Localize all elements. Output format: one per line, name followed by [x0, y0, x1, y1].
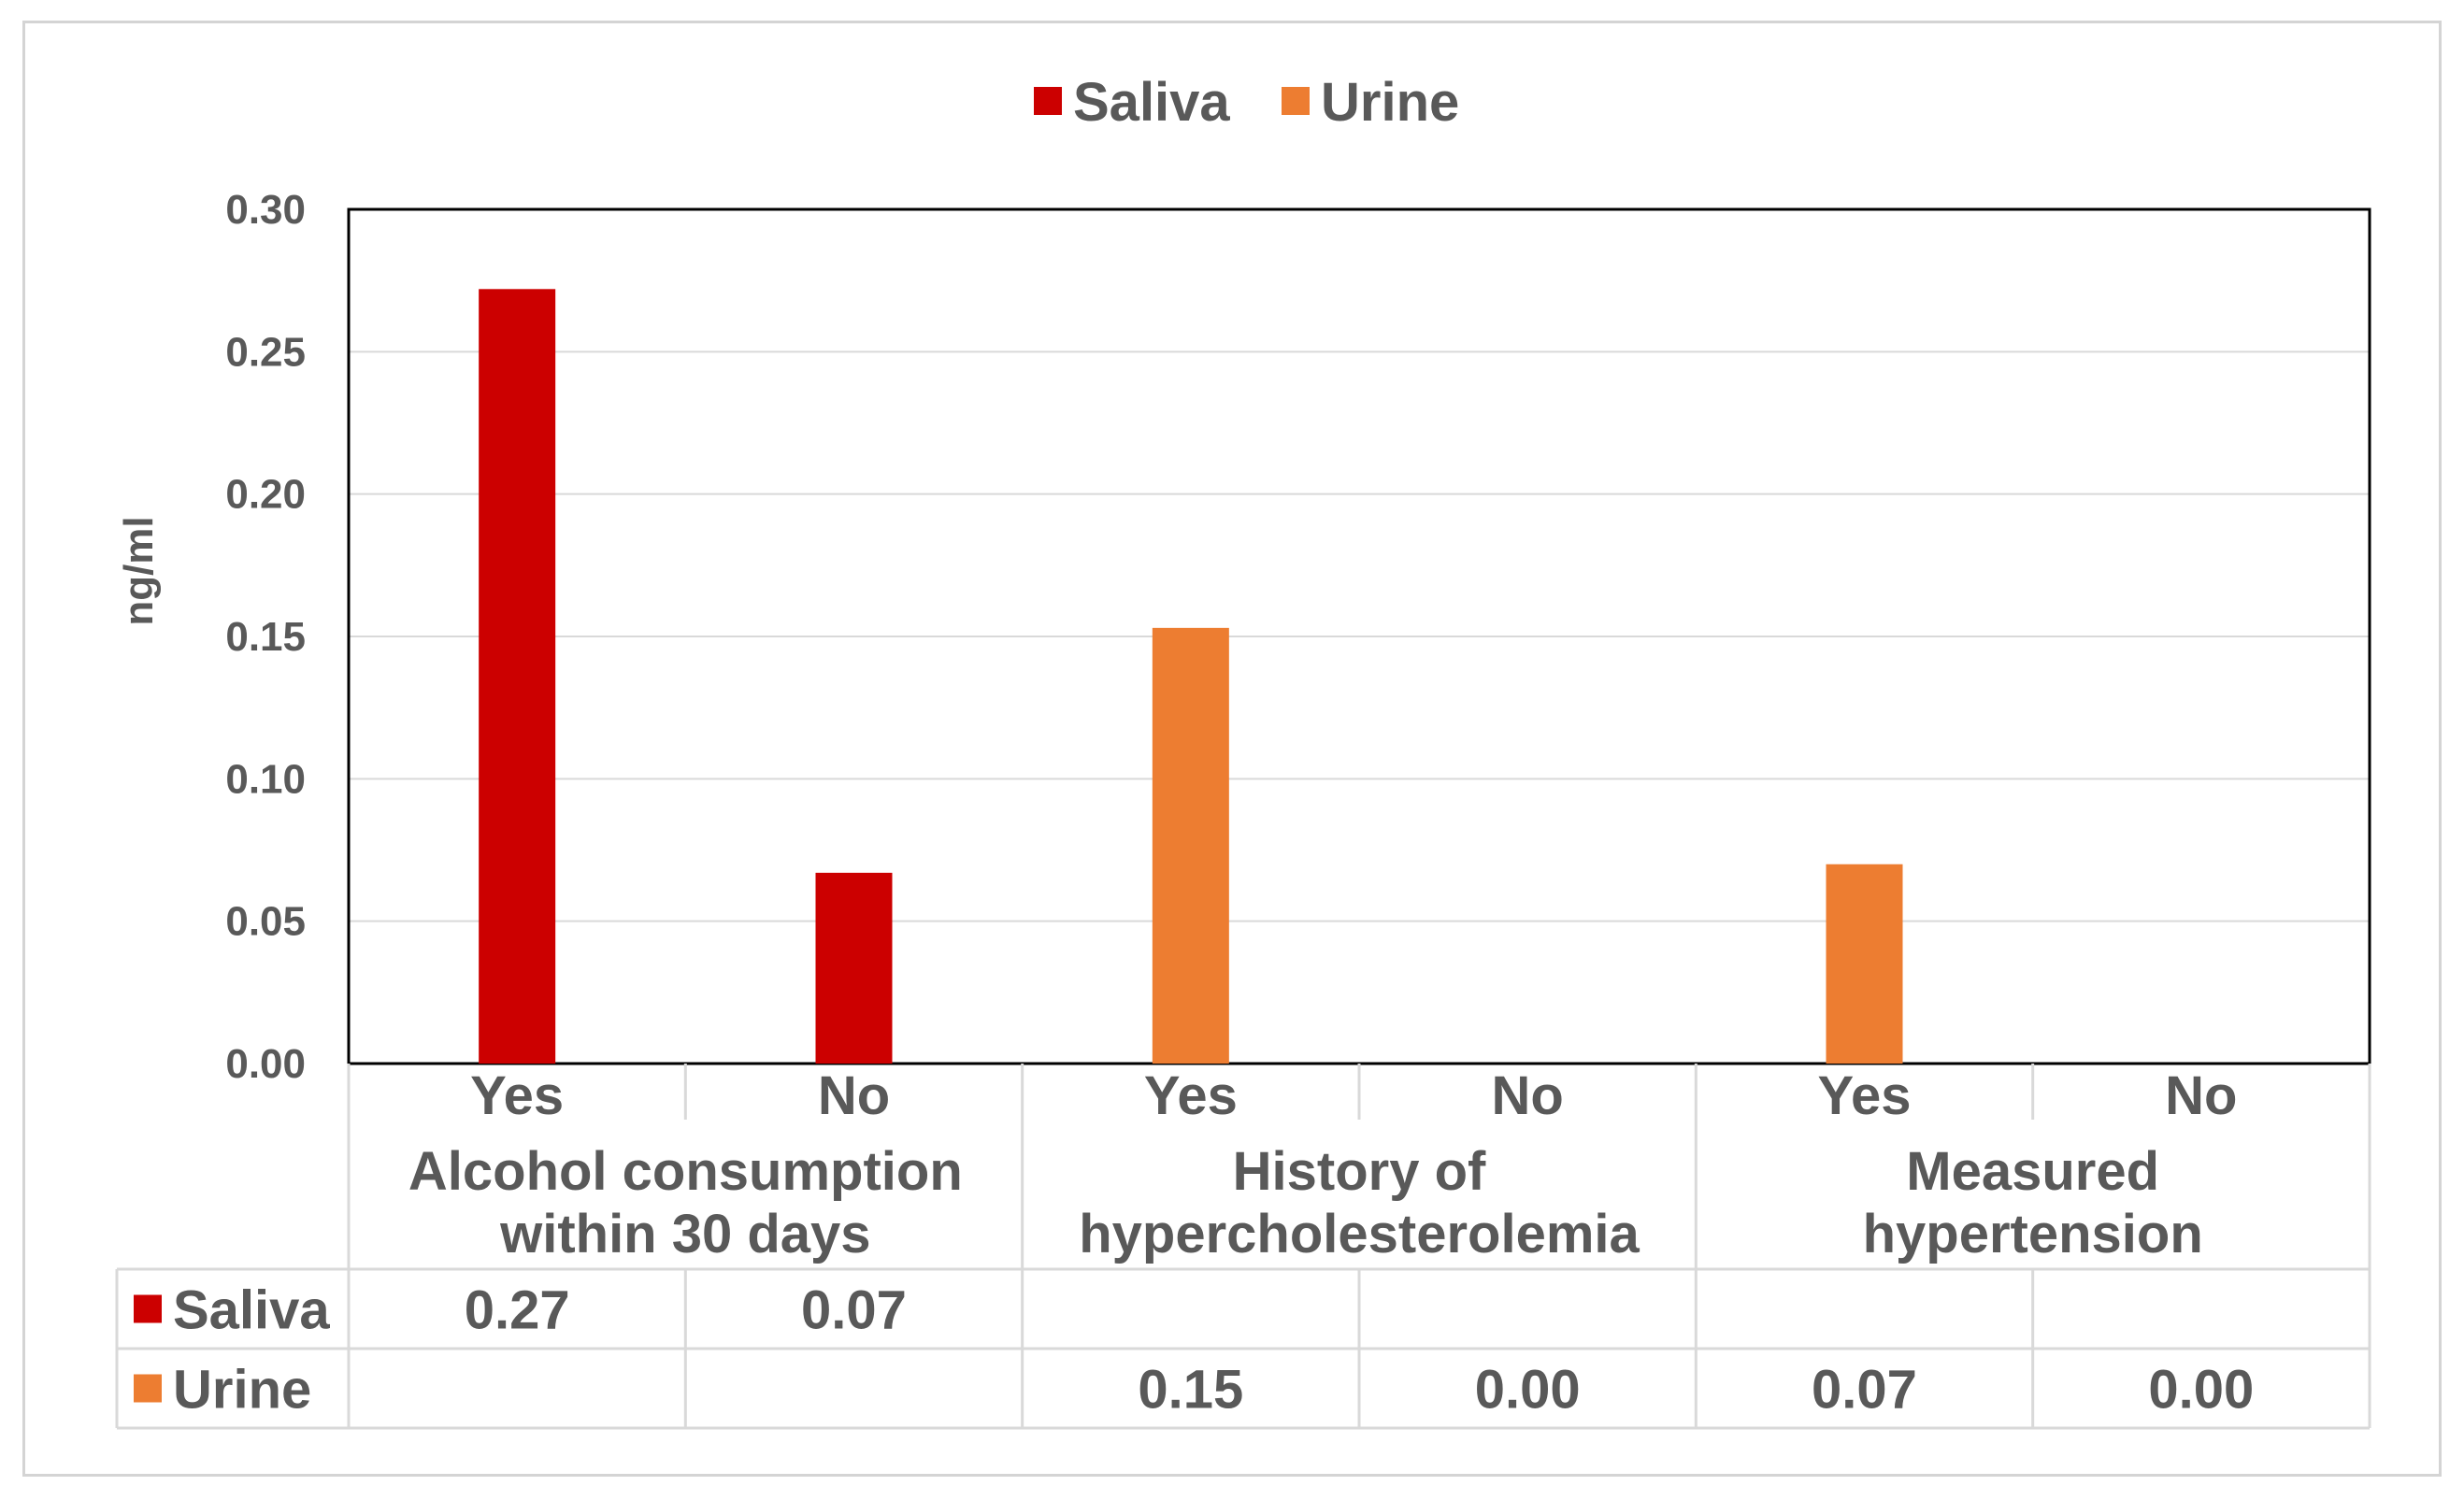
category-label: Yes	[470, 1065, 564, 1126]
bar-saliva-1[interactable]	[815, 872, 893, 1064]
group-label: hypercholesterolemia	[1079, 1204, 1640, 1264]
y-tick-label: 0.00	[225, 1041, 306, 1087]
y-tick-label: 0.20	[225, 472, 306, 518]
legend-label-urine: Urine	[1321, 72, 1459, 133]
y-tick-label: 0.25	[225, 329, 306, 375]
table-cell-value: 0.00	[1475, 1360, 1581, 1421]
category-label: No	[1492, 1065, 1564, 1126]
bar-urine-4[interactable]	[1826, 864, 1903, 1064]
y-axis-title: ng/ml	[116, 516, 162, 625]
group-label: Alcohol consumption	[408, 1141, 963, 1202]
table-swatch-saliva	[134, 1294, 162, 1323]
group-label: Measured	[1906, 1141, 2159, 1202]
table-cell-value: 0.07	[801, 1280, 907, 1341]
table-row-label-urine: Urine	[173, 1360, 311, 1421]
category-label: Yes	[1818, 1065, 1912, 1126]
legend-swatch-urine	[1282, 87, 1310, 115]
table-cell-value: 0.15	[1138, 1360, 1243, 1421]
legend-swatch-saliva	[1034, 87, 1062, 115]
legend-label-saliva: Saliva	[1073, 72, 1230, 133]
category-label: No	[2165, 1065, 2237, 1126]
table-cell-value: 0.00	[2148, 1360, 2254, 1421]
y-tick-label: 0.10	[225, 756, 306, 802]
table-cell-value: 0.07	[1812, 1360, 1917, 1421]
chart-frame: 0.00 0.05 0.10 0.15 0.20 0.25 0.30 ng/ml Saliva U…	[22, 21, 2442, 1477]
table-cell-value: 0.27	[465, 1280, 570, 1341]
chart-svg: 0.00 0.05 0.10 0.15 0.20 0.25 0.30 ng/ml Saliva U…	[115, 72, 2371, 1430]
group-label: History of	[1233, 1141, 1486, 1202]
category-label: No	[818, 1065, 890, 1126]
bar-saliva-0[interactable]	[479, 289, 556, 1064]
group-label: within 30 days	[499, 1204, 870, 1264]
table-swatch-urine	[134, 1374, 162, 1403]
y-tick-label: 0.15	[225, 614, 306, 660]
y-tick-label: 0.05	[225, 899, 306, 945]
y-tick-label: 0.30	[225, 187, 306, 233]
table-row-label-saliva: Saliva	[173, 1280, 330, 1341]
bar-urine-2[interactable]	[1152, 627, 1229, 1064]
group-label: hypertension	[1863, 1204, 2203, 1264]
category-label: Yes	[1144, 1065, 1238, 1126]
